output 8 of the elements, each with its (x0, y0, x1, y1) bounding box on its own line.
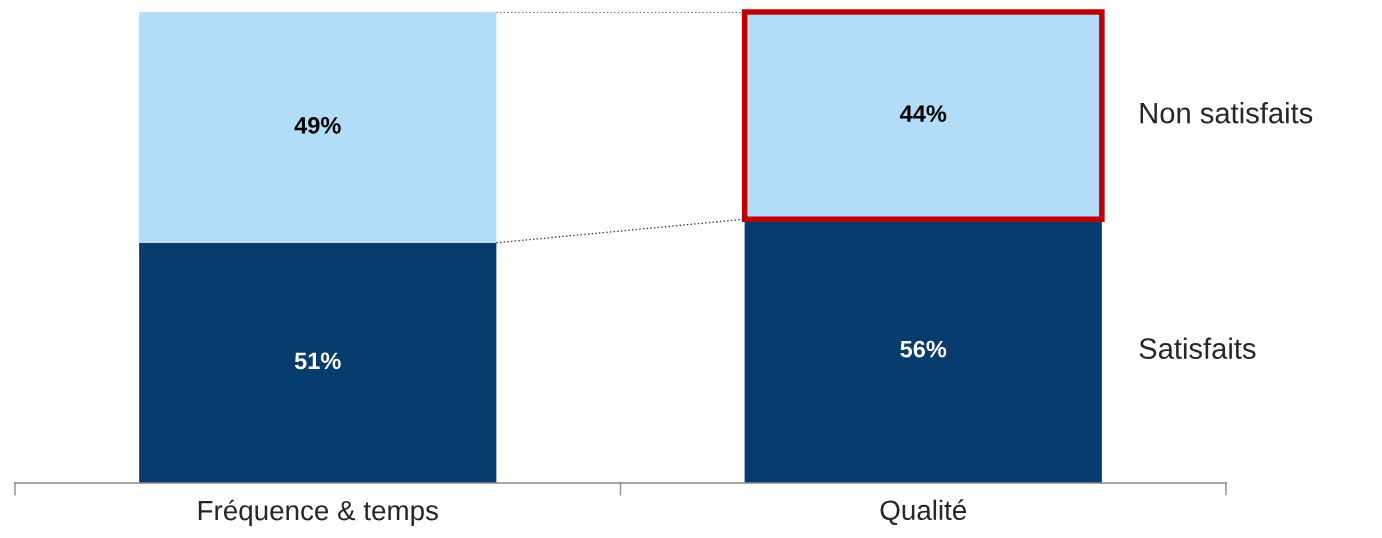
x-tick-label: Qualité (880, 499, 967, 526)
data-label: 56% (900, 340, 947, 358)
series-label: Non satisfaits (1140, 102, 1313, 124)
x-tick-label: Fréquence & temps (198, 499, 438, 526)
series-label: Satisfaits (1139, 337, 1256, 359)
data-label: 49% (294, 117, 341, 134)
data-label: 51% (294, 352, 341, 370)
data-label: 44% (899, 105, 947, 122)
